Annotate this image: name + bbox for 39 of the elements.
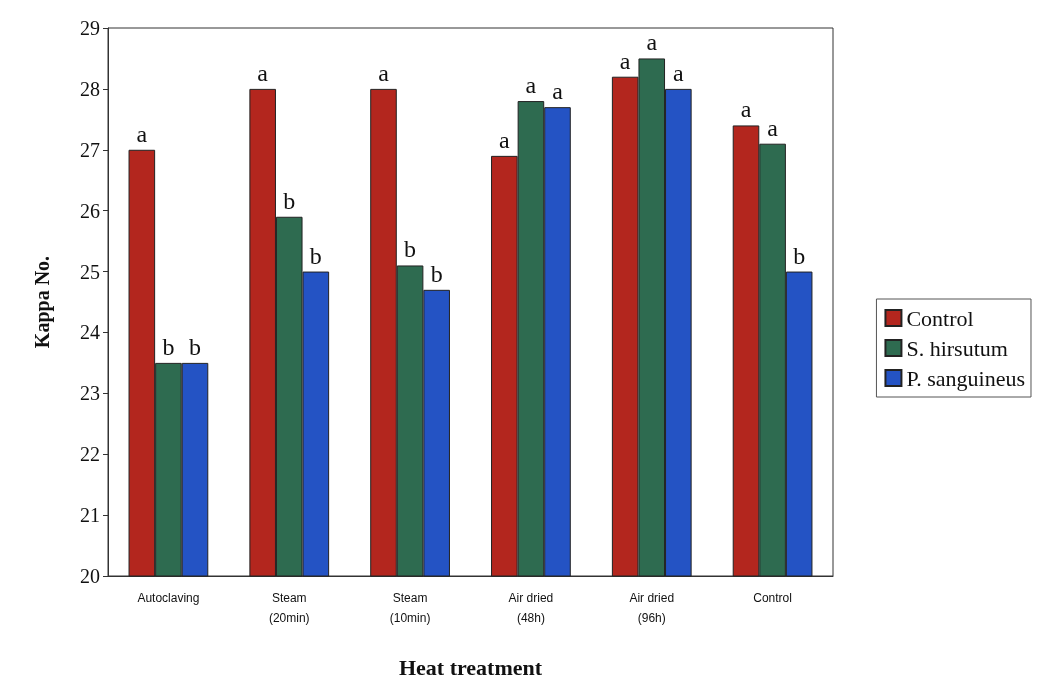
x-tick-label: Autoclaving	[137, 591, 200, 605]
legend-label: P. sanguineus	[906, 365, 1025, 391]
data-label: b	[793, 242, 806, 269]
y-tick-label: 29	[80, 17, 100, 39]
y-tick-label: 27	[80, 138, 100, 161]
data-label: b	[162, 333, 175, 360]
y-tick-label: 23	[80, 382, 100, 405]
data-label: a	[619, 47, 631, 74]
legend-label: S. hirsutum	[906, 335, 1008, 361]
data-label: b	[430, 260, 443, 287]
x-tick-label: Steam (20min)	[268, 591, 310, 625]
legend-label: Control	[906, 305, 974, 331]
y-tick-label: 28	[80, 77, 100, 100]
data-label: a	[646, 29, 658, 56]
x-tick-label: Control	[753, 591, 792, 605]
y-axis-title: Kappa No.	[31, 255, 54, 349]
data-label: a	[673, 59, 685, 86]
data-label: a	[552, 78, 564, 105]
x-tick-label: Steam (10min)	[389, 591, 431, 625]
data-label: a	[740, 96, 752, 123]
x-tick-label: Air dried (96h)	[629, 591, 675, 625]
y-tick-label: 21	[80, 504, 100, 527]
y-tick-label: 26	[80, 199, 100, 222]
data-label: a	[378, 59, 390, 86]
data-label: b	[283, 187, 296, 214]
y-tick-label: 24	[80, 321, 100, 344]
data-label: a	[767, 114, 779, 141]
y-tick-label: 25	[80, 260, 100, 283]
data-label: a	[525, 72, 537, 99]
data-label: b	[309, 242, 322, 269]
y-tick-label: 22	[80, 443, 100, 466]
data-label: a	[136, 120, 148, 147]
x-tick-label: Air dried (48h)	[508, 591, 554, 625]
data-label: b	[404, 236, 417, 263]
data-label: a	[257, 59, 269, 86]
x-axis-title: Heat treatment	[398, 654, 543, 680]
data-label: b	[189, 333, 201, 360]
y-tick-label: 20	[80, 565, 100, 587]
data-label: a	[499, 126, 511, 153]
